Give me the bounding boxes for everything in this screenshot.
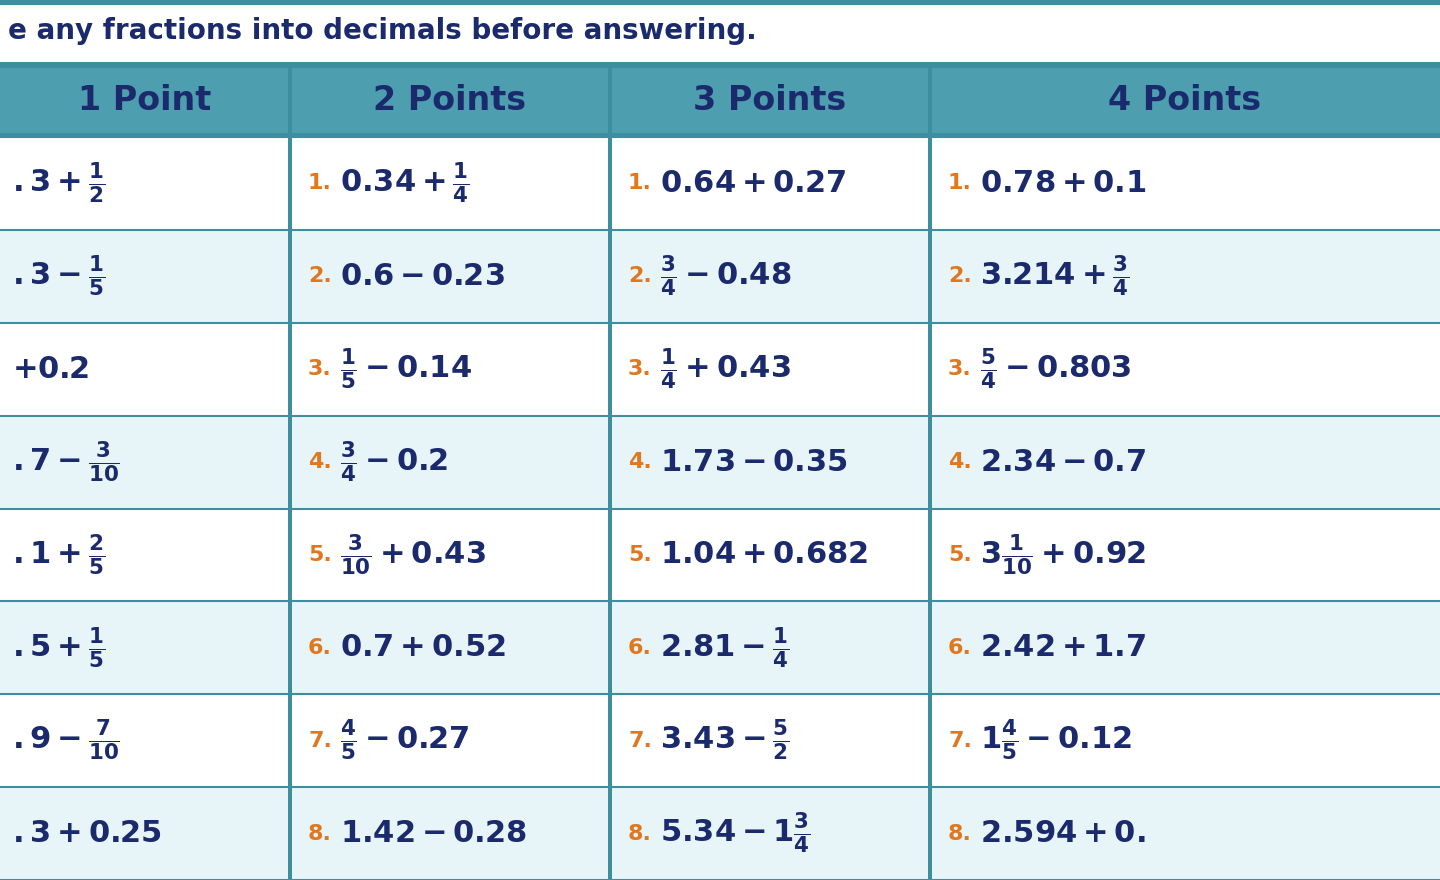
Bar <box>0 137 1440 230</box>
Bar <box>0 787 1440 880</box>
Text: 3.: 3. <box>308 359 331 379</box>
Text: $\mathbf{2.81 - \frac{1}{4}}$: $\mathbf{2.81 - \frac{1}{4}}$ <box>660 625 789 671</box>
Text: $\mathbf{\frac{1}{4} + 0.43}$: $\mathbf{\frac{1}{4} + 0.43}$ <box>660 347 791 392</box>
Bar <box>288 68 292 880</box>
Text: $\mathbf{2.34 - 0.7}$: $\mathbf{2.34 - 0.7}$ <box>981 448 1146 477</box>
Text: $\mathbf{0.64 + 0.27}$: $\mathbf{0.64 + 0.27}$ <box>660 169 847 198</box>
Text: 5.: 5. <box>308 545 331 565</box>
Bar <box>0 0 1440 5</box>
Bar <box>0 68 289 133</box>
Text: $\mathbf{.7 - \frac{3}{10}}$: $\mathbf{.7 - \frac{3}{10}}$ <box>12 439 120 485</box>
Text: 4 Points: 4 Points <box>1109 84 1261 117</box>
Text: 8.: 8. <box>628 824 652 844</box>
Text: $\mathbf{1\frac{4}{5} - 0.12}$: $\mathbf{1\frac{4}{5} - 0.12}$ <box>981 718 1132 764</box>
Text: 7.: 7. <box>308 730 331 751</box>
Text: $\mathbf{.1 + \frac{2}{5}}$: $\mathbf{.1 + \frac{2}{5}}$ <box>12 532 105 577</box>
Text: $\mathbf{.3 + \frac{1}{2}}$: $\mathbf{.3 + \frac{1}{2}}$ <box>12 161 105 206</box>
Text: $\mathbf{\frac{4}{5} - 0.27}$: $\mathbf{\frac{4}{5} - 0.27}$ <box>340 718 469 764</box>
Text: $\mathbf{3\frac{1}{10} + 0.92}$: $\mathbf{3\frac{1}{10} + 0.92}$ <box>981 532 1146 577</box>
Text: $\mathbf{1.04 + 0.682}$: $\mathbf{1.04 + 0.682}$ <box>660 540 868 569</box>
Text: $\mathbf{\frac{3}{4} - 0.48}$: $\mathbf{\frac{3}{4} - 0.48}$ <box>660 253 792 299</box>
Text: 2 Points: 2 Points <box>373 84 527 117</box>
Text: 6.: 6. <box>628 638 652 658</box>
Text: $\mathbf{1.73 - 0.35}$: $\mathbf{1.73 - 0.35}$ <box>660 448 848 477</box>
Text: 7.: 7. <box>628 730 652 751</box>
Text: $\mathbf{\frac{3}{10} + 0.43}$: $\mathbf{\frac{3}{10} + 0.43}$ <box>340 532 485 577</box>
Text: 4.: 4. <box>948 452 972 472</box>
Bar <box>608 68 612 880</box>
Bar <box>0 601 1440 694</box>
Text: $\mathbf{3.214 + \frac{3}{4}}$: $\mathbf{3.214 + \frac{3}{4}}$ <box>981 253 1129 299</box>
Text: $\mathbf{.9 - \frac{7}{10}}$: $\mathbf{.9 - \frac{7}{10}}$ <box>12 718 120 764</box>
Bar <box>0 323 1440 415</box>
Text: 4.: 4. <box>628 452 652 472</box>
Text: 3.: 3. <box>628 359 652 379</box>
Bar <box>0 509 1440 601</box>
Text: 1.: 1. <box>948 173 972 194</box>
Text: $\mathbf{\frac{1}{5} - 0.14}$: $\mathbf{\frac{1}{5} - 0.14}$ <box>340 347 472 392</box>
Bar <box>289 68 611 133</box>
Text: $\mathbf{1.42 - 0.28}$: $\mathbf{1.42 - 0.28}$ <box>340 819 527 848</box>
Text: 3 Points: 3 Points <box>694 84 847 117</box>
Text: 8.: 8. <box>948 824 972 844</box>
Text: 6.: 6. <box>948 638 972 658</box>
Bar <box>611 68 930 133</box>
Text: $\mathbf{+ 0.2}$: $\mathbf{+ 0.2}$ <box>12 355 89 384</box>
Bar <box>0 694 1440 787</box>
Text: 5.: 5. <box>628 545 652 565</box>
Text: $\mathbf{2.594 + 0.}$: $\mathbf{2.594 + 0.}$ <box>981 819 1146 848</box>
Bar <box>0 0 1440 62</box>
Text: 4.: 4. <box>308 452 331 472</box>
Bar <box>0 133 1440 137</box>
Bar <box>0 415 1440 509</box>
Bar <box>0 62 1440 68</box>
Text: $\mathbf{.5 + \frac{1}{5}}$: $\mathbf{.5 + \frac{1}{5}}$ <box>12 625 105 671</box>
Text: $\mathbf{.3 - \frac{1}{5}}$: $\mathbf{.3 - \frac{1}{5}}$ <box>12 253 105 299</box>
Text: 2.: 2. <box>628 267 652 286</box>
Text: 2.: 2. <box>308 267 331 286</box>
Text: $\mathbf{0.78 + 0.1}$: $\mathbf{0.78 + 0.1}$ <box>981 169 1146 198</box>
Text: $\mathbf{\frac{5}{4} - 0.803}$: $\mathbf{\frac{5}{4} - 0.803}$ <box>981 347 1132 392</box>
Bar <box>927 68 932 880</box>
Text: 7.: 7. <box>948 730 972 751</box>
Text: 1.: 1. <box>308 173 331 194</box>
Text: e any fractions into decimals before answering.: e any fractions into decimals before ans… <box>9 17 757 45</box>
Text: $\mathbf{2.42 + 1.7}$: $\mathbf{2.42 + 1.7}$ <box>981 634 1146 663</box>
Text: $\mathbf{\frac{3}{4} - 0.2}$: $\mathbf{\frac{3}{4} - 0.2}$ <box>340 439 448 485</box>
Text: $\mathbf{5.34 - 1\frac{3}{4}}$: $\mathbf{5.34 - 1\frac{3}{4}}$ <box>660 810 811 856</box>
Text: $\mathbf{0.34 + \frac{1}{4}}$: $\mathbf{0.34 + \frac{1}{4}}$ <box>340 161 469 206</box>
Bar <box>0 230 1440 323</box>
Text: 1.: 1. <box>628 173 652 194</box>
Text: 5.: 5. <box>948 545 972 565</box>
Text: $\mathbf{3.43 - \frac{5}{2}}$: $\mathbf{3.43 - \frac{5}{2}}$ <box>660 718 789 764</box>
Text: $\mathbf{0.6 - 0.23}$: $\mathbf{0.6 - 0.23}$ <box>340 262 505 290</box>
Text: $\mathbf{.3 + 0.25}$: $\mathbf{.3 + 0.25}$ <box>12 819 161 848</box>
Text: 2.: 2. <box>948 267 972 286</box>
Text: 1 Point: 1 Point <box>78 84 212 117</box>
Text: 3.: 3. <box>948 359 972 379</box>
Text: $\mathbf{0.7 + 0.52}$: $\mathbf{0.7 + 0.52}$ <box>340 634 505 663</box>
Bar <box>930 68 1440 133</box>
Text: 6.: 6. <box>308 638 331 658</box>
Text: 8.: 8. <box>308 824 331 844</box>
